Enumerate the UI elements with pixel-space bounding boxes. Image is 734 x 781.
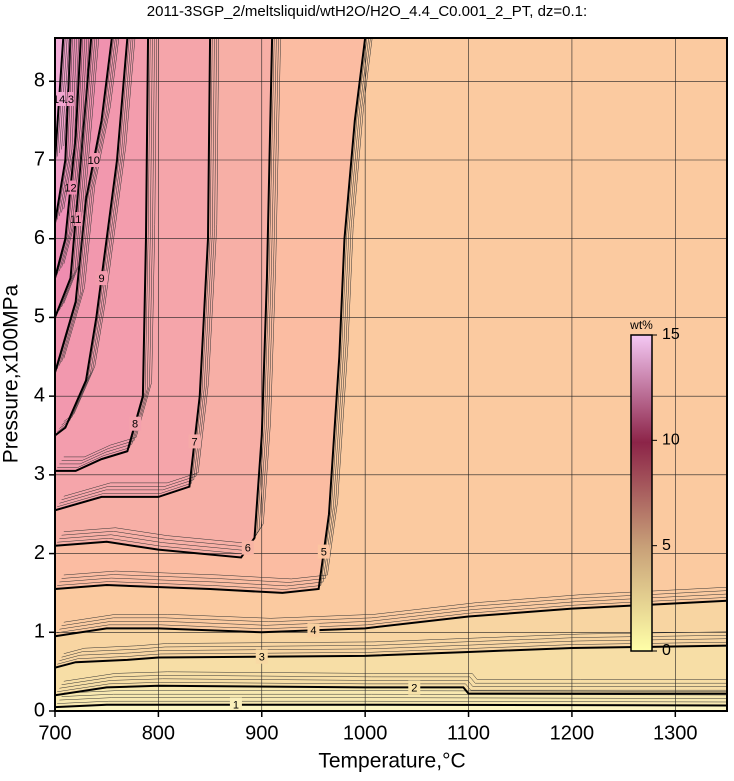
minor-contour (61, 590, 727, 626)
contour-line (55, 38, 129, 437)
minor-contour (63, 38, 100, 304)
minor-contour (59, 38, 153, 465)
y-tick-label: 8 (34, 70, 45, 92)
contour-label: 6 (245, 543, 251, 555)
contour-label: 3 (259, 652, 265, 664)
minor-contour (61, 635, 727, 658)
contour-label: 1 (233, 700, 239, 712)
contour-label-bg (87, 153, 100, 168)
x-tick-label: 700 (38, 722, 71, 744)
contour-label-bg (64, 180, 77, 195)
minor-contour (57, 38, 213, 508)
minor-contour (61, 38, 134, 426)
chart-title: 2011-3SGP_2/meltsliquid/wtH2O/H2O_4.4_C0… (147, 3, 587, 20)
colorbar-label: wt% (629, 318, 653, 332)
y-tick-label: 7 (34, 148, 45, 170)
minor-contour (61, 38, 155, 461)
contour-label: 4 (310, 625, 316, 637)
contour-label: 7 (192, 436, 198, 448)
minor-contour (61, 38, 98, 308)
contour-label-bg (129, 416, 142, 431)
contour-line (55, 38, 212, 512)
minor-contour (63, 586, 727, 623)
x-tick-label: 1100 (447, 722, 490, 744)
contour-label: 9 (98, 273, 104, 285)
colorbar-tick-label: 0 (662, 642, 671, 659)
minor-contour (59, 38, 116, 366)
axes: 700 800 900 1000 1100 1200 1300 0 1 2 3 4 5 6 7 8 wt% 0 5 1… (34, 37, 728, 744)
x-tick-label: 1200 (550, 722, 595, 744)
x-axis-label: Temperature,°C (318, 750, 465, 773)
y-tick-label: 4 (34, 384, 45, 406)
contour-label-bg (95, 271, 108, 286)
contour-label: 14 (53, 94, 65, 106)
contour-label-bg (188, 434, 201, 449)
minor-contour (59, 38, 132, 429)
x-tick-label: 1300 (653, 722, 698, 744)
minor-contour (61, 38, 70, 150)
contour-label-bg (229, 697, 242, 711)
y-tick-label: 5 (34, 306, 45, 328)
contour-label-bg (408, 680, 421, 695)
y-tick-label: 3 (34, 463, 45, 485)
contour-label: 2 (411, 682, 417, 694)
contour-label: 5 (321, 547, 327, 559)
contour-label-bg (255, 649, 268, 664)
minor-contour (59, 38, 86, 272)
contour-label-bg (55, 92, 66, 107)
colorbar-tick-label: 10 (662, 432, 680, 449)
minor-contour (56, 38, 114, 370)
minor-contour (63, 38, 79, 210)
contour-line (55, 38, 113, 373)
y-tick-label: 6 (34, 227, 45, 249)
minor-contour (61, 38, 88, 268)
colorbar-tick-label: 5 (662, 537, 671, 554)
y-tick-label: 2 (34, 542, 45, 564)
x-tick-label: 1000 (343, 722, 388, 744)
minor-contour (63, 38, 157, 458)
y-tick-label: 0 (34, 699, 45, 721)
minor-contour (57, 38, 151, 468)
minor-contour (63, 38, 219, 497)
minor-contour (59, 38, 215, 504)
minor-contour (63, 690, 727, 694)
contour-line (55, 38, 72, 224)
x-tick-label: 900 (245, 722, 278, 744)
minor-contour (61, 675, 727, 686)
colorbar (630, 334, 653, 652)
y-tick-label: 1 (34, 621, 45, 643)
minor-contour (63, 38, 120, 359)
minor-contour (61, 38, 118, 363)
x-tick-label: 800 (142, 722, 175, 744)
colorbar-tick-label: 15 (662, 326, 680, 343)
minor-contour (63, 38, 90, 265)
contour-label-bg (307, 623, 320, 638)
contour-label: 10 (88, 155, 100, 167)
contour-label: 11 (70, 214, 81, 226)
minor-contour (63, 631, 727, 654)
contour-label: 8 (132, 419, 138, 431)
minor-contour (61, 38, 371, 583)
contour-label-bg (317, 544, 330, 559)
minor-contour (59, 38, 369, 587)
minor-contour (59, 38, 75, 217)
minor-contour (56, 38, 73, 220)
plot-frame (54, 37, 728, 712)
minor-contour (61, 38, 77, 213)
minor-contour (63, 671, 727, 682)
minor-contour (63, 38, 136, 422)
y-axis-label: Pressure,x100MPa (0, 284, 23, 463)
contour-label-bg (241, 540, 254, 555)
contour-line (55, 38, 150, 472)
minor-contour (63, 38, 281, 544)
minor-contour (61, 38, 217, 501)
minor-contour (63, 38, 72, 147)
minor-contour (63, 38, 373, 580)
